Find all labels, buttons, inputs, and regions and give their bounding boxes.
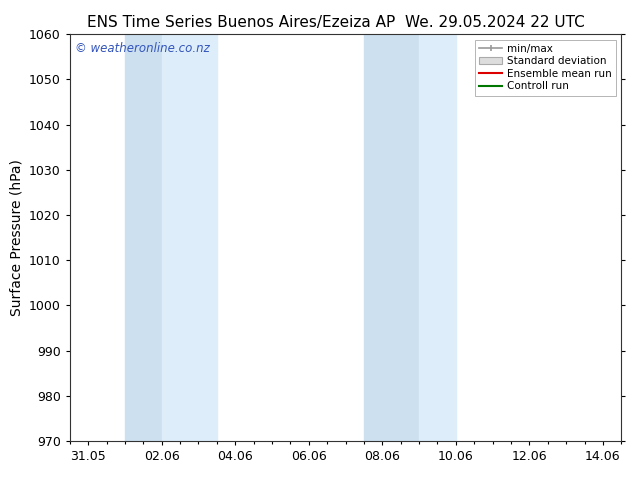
Bar — [364, 34, 419, 441]
Text: ENS Time Series Buenos Aires/Ezeiza AP: ENS Time Series Buenos Aires/Ezeiza AP — [87, 15, 395, 30]
Y-axis label: Surface Pressure (hPa): Surface Pressure (hPa) — [10, 159, 23, 316]
Bar — [162, 34, 217, 441]
Text: We. 29.05.2024 22 UTC: We. 29.05.2024 22 UTC — [404, 15, 585, 30]
Bar — [125, 34, 162, 441]
Legend: min/max, Standard deviation, Ensemble mean run, Controll run: min/max, Standard deviation, Ensemble me… — [475, 40, 616, 96]
Bar — [419, 34, 456, 441]
Text: © weatheronline.co.nz: © weatheronline.co.nz — [75, 43, 210, 55]
